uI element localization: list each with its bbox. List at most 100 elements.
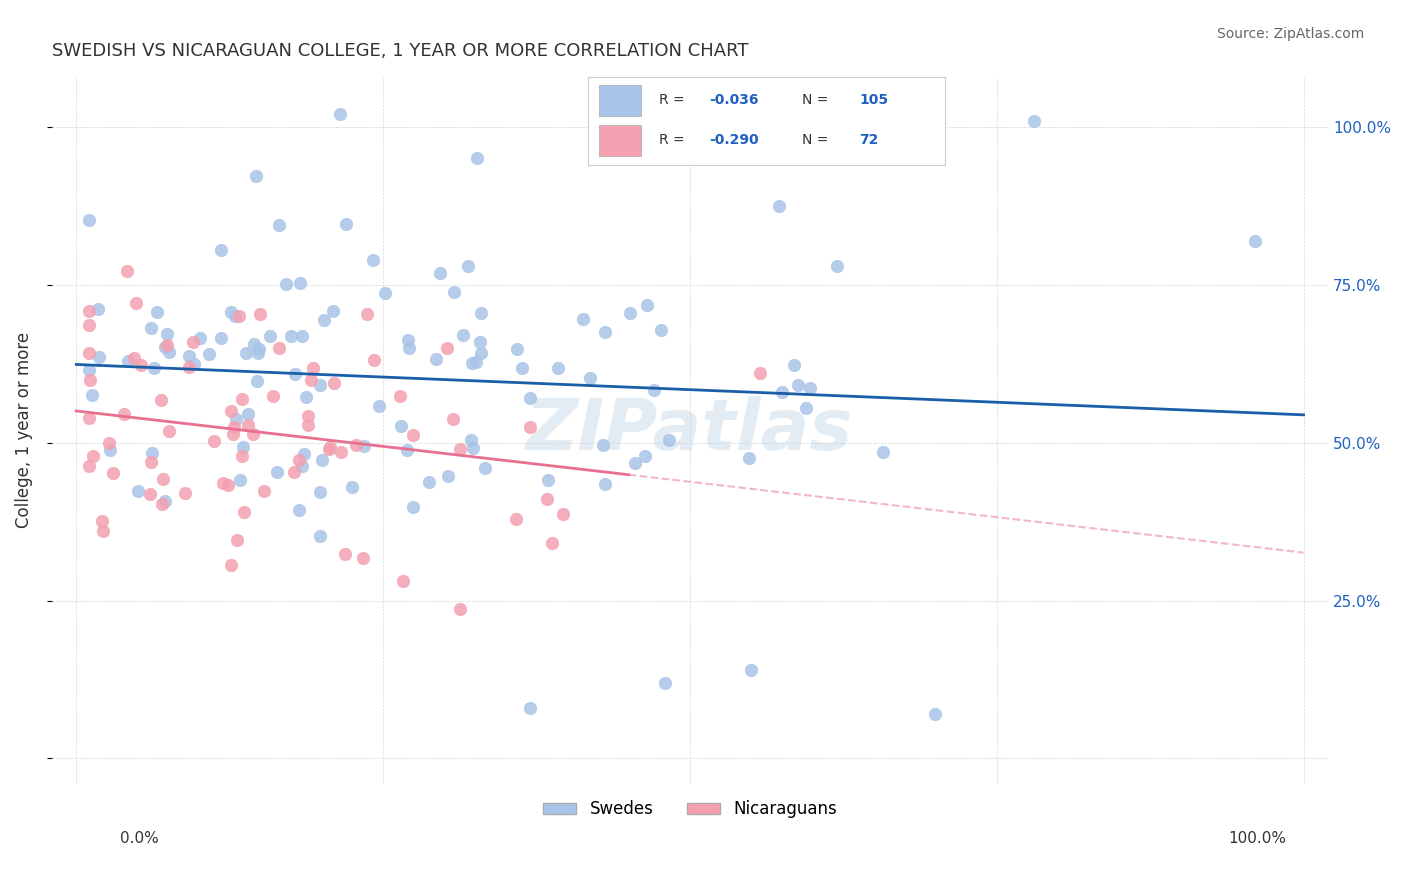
Point <box>657 433 679 447</box>
Point <box>634 449 657 463</box>
Point <box>465 151 488 165</box>
Point <box>143 361 166 376</box>
Text: SWEDISH VS NICARAGUAN COLLEGE, 1 YEAR OR MORE CORRELATION CHART: SWEDISH VS NICARAGUAN COLLEGE, 1 YEAR OR… <box>52 42 748 60</box>
Point <box>799 381 821 395</box>
Point <box>519 420 541 434</box>
Point <box>924 707 946 722</box>
Point <box>654 675 676 690</box>
Point <box>77 345 100 359</box>
Text: 0.0%: 0.0% <box>120 831 159 846</box>
Point <box>246 374 269 388</box>
Point <box>231 392 253 406</box>
Point <box>395 443 418 458</box>
Text: ZIPatlas: ZIPatlas <box>526 396 853 465</box>
Point <box>308 484 330 499</box>
Point <box>82 449 104 463</box>
Point <box>177 359 200 374</box>
Point <box>619 306 641 320</box>
Point <box>79 373 101 387</box>
Point <box>322 304 344 318</box>
Point <box>783 358 806 372</box>
Point <box>592 438 614 452</box>
Point <box>152 472 174 486</box>
Point <box>157 424 180 438</box>
Point <box>396 334 419 348</box>
Point <box>225 533 247 547</box>
Point <box>91 524 114 538</box>
Point <box>267 341 290 355</box>
Point <box>787 378 810 392</box>
Point <box>311 453 333 467</box>
Point <box>547 361 569 376</box>
Point <box>373 286 395 301</box>
Point <box>872 444 894 458</box>
Point <box>253 484 276 499</box>
Point <box>457 259 479 273</box>
Point <box>429 266 451 280</box>
Point <box>363 353 385 368</box>
Point <box>505 512 527 526</box>
Point <box>236 417 259 432</box>
Point <box>127 483 149 498</box>
Point <box>225 411 247 425</box>
Point <box>153 340 176 354</box>
Y-axis label: College, 1 year or more: College, 1 year or more <box>15 332 32 528</box>
Point <box>139 321 162 335</box>
Point <box>474 461 496 475</box>
Legend: Swedes, Nicaraguans: Swedes, Nicaraguans <box>536 794 844 825</box>
Point <box>291 459 314 474</box>
Point <box>228 310 250 324</box>
Point <box>329 107 352 121</box>
Point <box>292 447 315 461</box>
Point <box>344 438 367 452</box>
Point <box>283 466 305 480</box>
Text: Source: ZipAtlas.com: Source: ZipAtlas.com <box>1216 27 1364 41</box>
Point <box>650 323 672 337</box>
Point <box>145 304 167 318</box>
Point <box>579 371 602 385</box>
Point <box>297 417 319 432</box>
Point <box>155 327 177 342</box>
Point <box>129 358 152 372</box>
Point <box>506 342 529 356</box>
Point <box>623 457 645 471</box>
Point <box>402 500 425 515</box>
Point <box>141 446 163 460</box>
Point <box>749 366 772 380</box>
Point <box>229 473 252 487</box>
Point <box>209 331 232 345</box>
Point <box>212 476 235 491</box>
Point <box>461 356 484 370</box>
Point <box>242 336 264 351</box>
Point <box>149 392 172 407</box>
Point <box>353 439 375 453</box>
Point <box>139 487 162 501</box>
Point <box>245 169 267 183</box>
Point <box>464 355 486 369</box>
Point <box>122 351 145 366</box>
Point <box>470 306 492 320</box>
Point <box>222 427 245 442</box>
Point <box>202 434 225 448</box>
Point <box>402 428 425 442</box>
Point <box>139 455 162 469</box>
Point <box>247 343 270 357</box>
Point <box>86 301 108 316</box>
Point <box>87 350 110 364</box>
Point <box>536 492 558 507</box>
Point <box>217 477 239 491</box>
Point <box>825 259 848 273</box>
Point <box>740 663 762 677</box>
Point <box>738 451 761 466</box>
Point <box>198 347 221 361</box>
Point <box>537 473 560 487</box>
Point <box>443 285 465 299</box>
Point <box>297 409 319 423</box>
Point <box>117 264 139 278</box>
Point <box>451 327 474 342</box>
Point <box>368 399 391 413</box>
Point <box>770 384 793 399</box>
Point <box>291 328 314 343</box>
Point <box>221 558 243 572</box>
Point <box>392 574 415 588</box>
